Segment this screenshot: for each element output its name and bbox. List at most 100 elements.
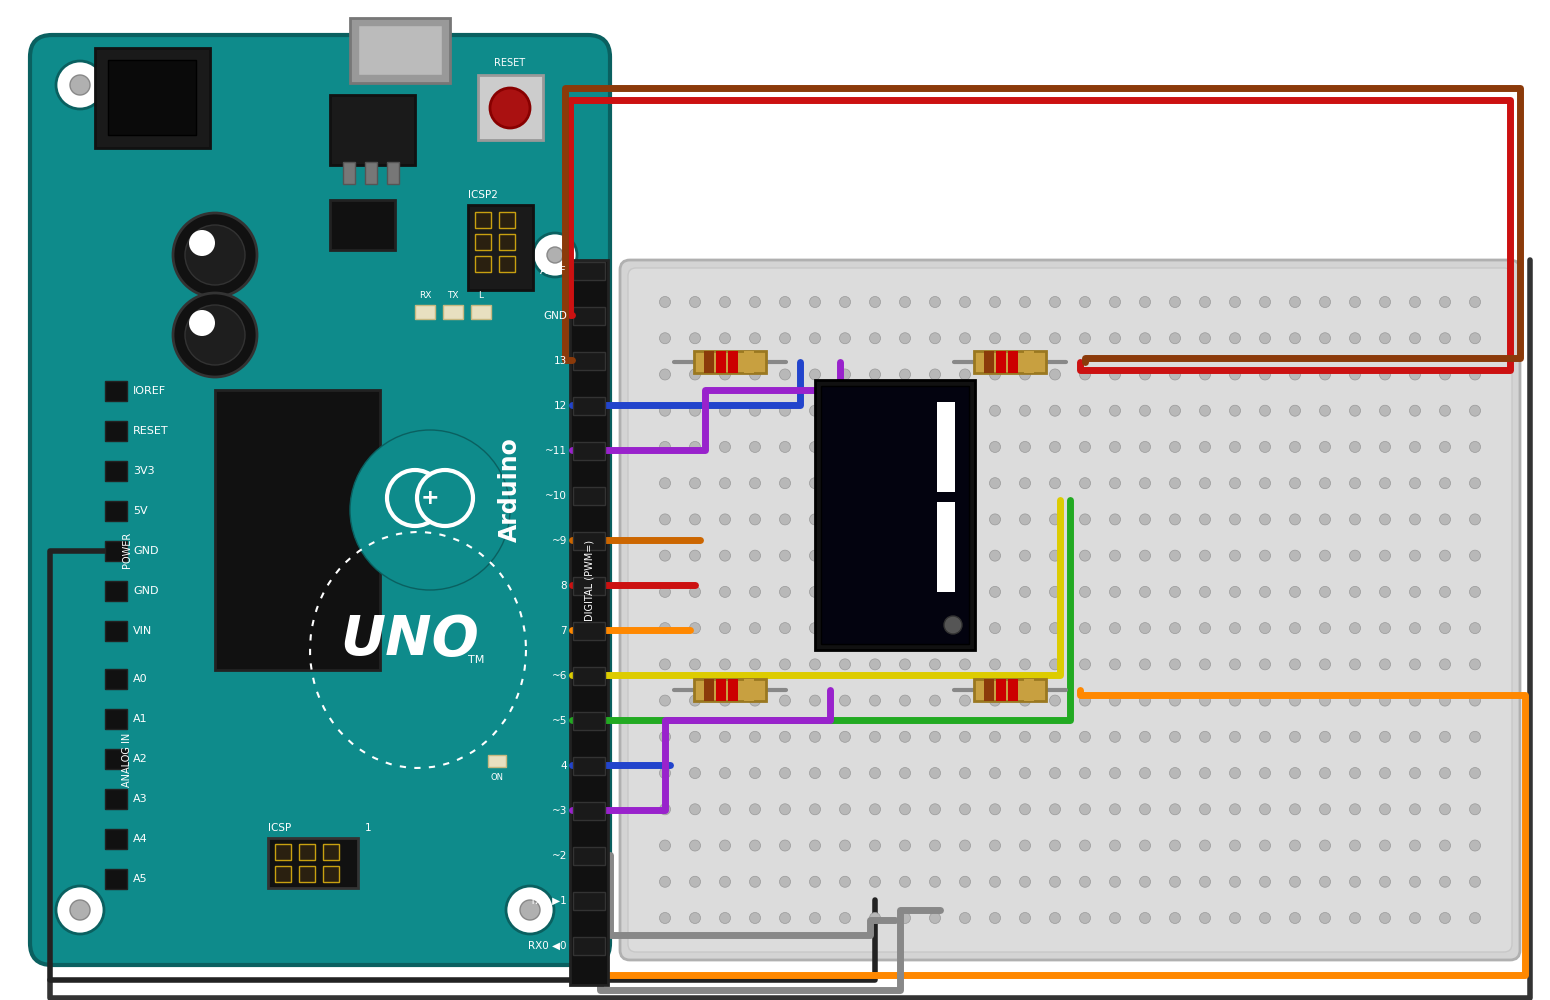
Circle shape (809, 296, 820, 308)
Bar (364, 162, 377, 184)
Text: 13: 13 (553, 356, 567, 366)
Circle shape (659, 912, 671, 924)
Circle shape (1290, 912, 1300, 924)
Circle shape (1170, 840, 1181, 851)
Bar (477, 75, 542, 140)
Circle shape (659, 333, 671, 344)
Circle shape (870, 659, 880, 670)
Circle shape (1049, 876, 1060, 887)
Circle shape (1440, 478, 1451, 489)
Bar (322, 866, 339, 882)
Text: CIRCUIT
DIGEST: CIRCUIT DIGEST (739, 518, 1001, 642)
Circle shape (1350, 478, 1361, 489)
Text: Arduino: Arduino (498, 438, 522, 542)
Circle shape (780, 731, 790, 742)
Circle shape (690, 296, 701, 308)
Circle shape (1260, 768, 1271, 779)
Circle shape (690, 586, 701, 597)
Circle shape (1200, 912, 1211, 924)
Bar (499, 212, 515, 228)
Text: ICSP: ICSP (268, 823, 291, 833)
Circle shape (750, 333, 761, 344)
Circle shape (1260, 333, 1271, 344)
Text: A2: A2 (133, 754, 147, 764)
Circle shape (1260, 695, 1271, 706)
Bar (574, 622, 604, 640)
Circle shape (1290, 876, 1300, 887)
Circle shape (1139, 441, 1150, 452)
Circle shape (780, 840, 790, 851)
Circle shape (930, 876, 941, 887)
Circle shape (1200, 659, 1211, 670)
Circle shape (1139, 768, 1150, 779)
Circle shape (350, 430, 510, 590)
Circle shape (1139, 876, 1150, 887)
Circle shape (1260, 876, 1271, 887)
Circle shape (870, 550, 880, 561)
Circle shape (1380, 514, 1390, 525)
Circle shape (1350, 333, 1361, 344)
Circle shape (1170, 623, 1181, 634)
Circle shape (930, 333, 941, 344)
Text: RESET: RESET (494, 58, 525, 68)
Circle shape (533, 233, 577, 277)
Circle shape (930, 659, 941, 670)
Circle shape (899, 586, 910, 597)
Circle shape (719, 478, 730, 489)
Circle shape (690, 441, 701, 452)
Circle shape (547, 247, 563, 263)
Circle shape (1079, 876, 1091, 887)
Circle shape (1229, 804, 1240, 815)
Circle shape (1290, 514, 1300, 525)
Circle shape (1260, 840, 1271, 851)
Circle shape (659, 586, 671, 597)
Bar (443, 305, 463, 319)
Circle shape (750, 840, 761, 851)
Circle shape (959, 876, 970, 887)
Circle shape (690, 550, 701, 561)
Bar (973, 351, 1046, 373)
Circle shape (870, 623, 880, 634)
Circle shape (1079, 441, 1091, 452)
Circle shape (870, 441, 880, 452)
Bar (105, 709, 127, 729)
Circle shape (1380, 550, 1390, 561)
Circle shape (780, 333, 790, 344)
Text: POWER: POWER (122, 532, 132, 568)
Circle shape (899, 731, 910, 742)
Circle shape (1020, 296, 1031, 308)
Bar (105, 669, 127, 689)
Circle shape (1319, 659, 1330, 670)
Circle shape (719, 296, 730, 308)
Circle shape (959, 695, 970, 706)
Circle shape (690, 768, 701, 779)
Circle shape (870, 405, 880, 416)
Circle shape (1170, 912, 1181, 924)
Circle shape (899, 695, 910, 706)
Circle shape (1229, 586, 1240, 597)
Circle shape (1290, 333, 1300, 344)
Circle shape (174, 293, 257, 377)
Circle shape (719, 695, 730, 706)
Circle shape (1260, 514, 1271, 525)
Bar (415, 305, 436, 319)
Bar (299, 844, 315, 860)
Text: ~9: ~9 (552, 536, 567, 546)
Circle shape (1350, 296, 1361, 308)
Circle shape (1290, 695, 1300, 706)
Bar (105, 581, 127, 601)
Circle shape (1469, 768, 1480, 779)
Circle shape (1290, 369, 1300, 380)
Circle shape (809, 623, 820, 634)
Circle shape (1469, 876, 1480, 887)
Circle shape (930, 804, 941, 815)
Circle shape (1350, 695, 1361, 706)
Circle shape (809, 478, 820, 489)
Circle shape (1229, 296, 1240, 308)
Circle shape (690, 623, 701, 634)
Bar (1008, 351, 1018, 373)
Circle shape (1049, 478, 1060, 489)
Circle shape (1229, 659, 1240, 670)
Circle shape (1139, 478, 1150, 489)
Text: TM: TM (468, 655, 484, 665)
